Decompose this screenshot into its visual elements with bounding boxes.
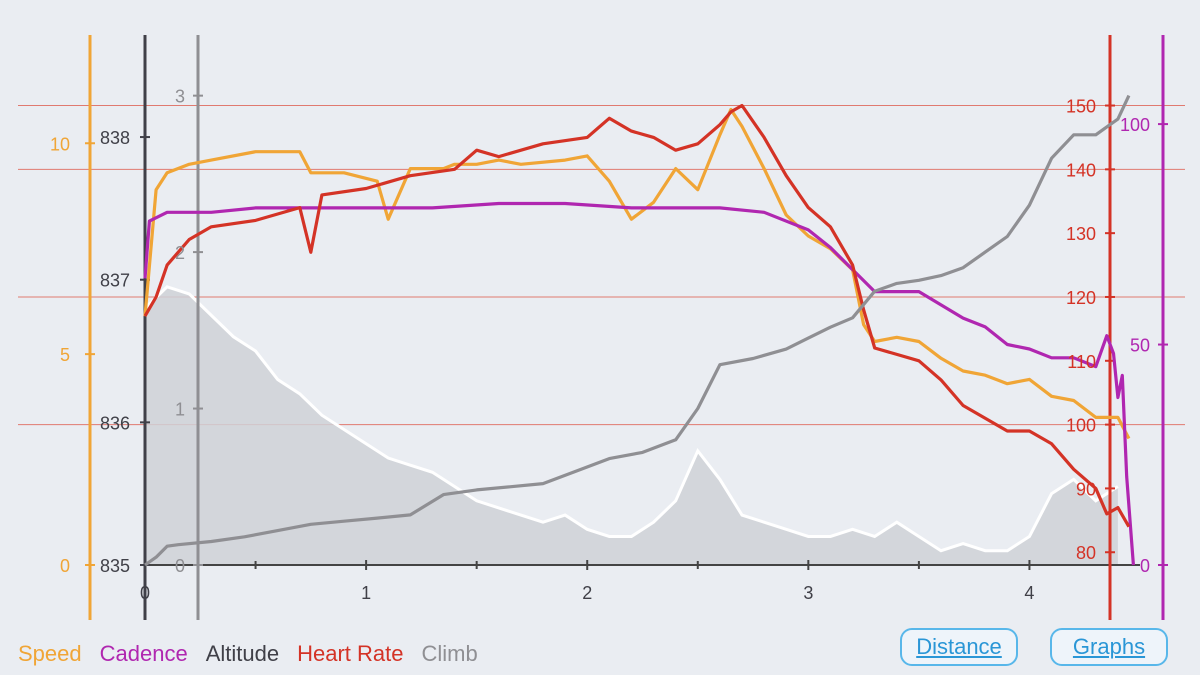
graphs-button[interactable]: Graphs (1050, 628, 1168, 666)
heart_rate-tick-label: 80 (1076, 543, 1096, 563)
climb-tick-label: 1 (175, 400, 185, 420)
x-tick-label: 3 (803, 583, 813, 603)
legend-heart-rate[interactable]: Heart Rate (297, 641, 404, 666)
series-speed (143, 107, 1131, 440)
cadence-tick-label: 100 (1120, 115, 1150, 135)
legend-speed[interactable]: Speed (18, 641, 82, 666)
x-tick-label: 2 (582, 583, 592, 603)
altitude-fill (145, 286, 1118, 565)
altitude-tick-label: 838 (100, 128, 130, 148)
cadence-tick-label: 50 (1130, 336, 1150, 356)
distance-button[interactable]: Distance (900, 628, 1018, 666)
heart_rate-tick-label: 110 (1067, 352, 1096, 372)
legend-cadence[interactable]: Cadence (99, 641, 188, 666)
speed-tick-label: 5 (60, 345, 70, 365)
heart_rate-tick-label: 150 (1066, 97, 1096, 117)
altitude-tick-label: 837 (100, 271, 130, 291)
legend-climb[interactable]: Climb (421, 641, 478, 666)
altitude-tick-label: 836 (100, 413, 130, 433)
x-tick-label: 0 (140, 583, 150, 603)
x-tick-label: 1 (361, 583, 371, 603)
heart_rate-tick-label: 140 (1066, 160, 1096, 180)
series-climb (144, 94, 1131, 567)
climb-tick-label: 3 (175, 87, 185, 107)
altitude-area (143, 285, 1119, 565)
climb-tick-label: 0 (175, 556, 185, 576)
speed-tick-label: 0 (60, 556, 70, 576)
gridlines (18, 105, 1185, 426)
x-tick-label: 4 (1024, 583, 1034, 603)
climb-tick-label: 2 (175, 243, 185, 263)
altitude-line (143, 285, 1119, 553)
heart_rate-tick-label: 130 (1066, 224, 1096, 244)
heart_rate-tick-label: 100 (1066, 416, 1096, 436)
cadence-tick-label: 0 (1140, 556, 1150, 576)
series-cadence (143, 201, 1135, 566)
heart_rate-tick-label: 90 (1076, 479, 1096, 499)
legend-altitude[interactable]: Altitude (205, 641, 280, 666)
heart_rate-tick-label: 120 (1066, 288, 1096, 308)
tick-labels: 0 1 2 3 4 0 5 10 835 836 837 838 0 1 2 3 80 90 100 110 120 13… (50, 87, 1150, 603)
series-heart-rate (143, 103, 1131, 528)
altitude-tick-label: 835 (100, 556, 130, 576)
legend: Speed Cadence Altitude Heart Rate Climb (18, 640, 478, 668)
chart: 0 1 2 3 4 0 5 10 835 836 837 838 0 1 2 3 80 90 100 110 120 13… (18, 35, 1185, 620)
speed-tick-label: 10 (50, 134, 70, 154)
series-lines (143, 94, 1135, 567)
